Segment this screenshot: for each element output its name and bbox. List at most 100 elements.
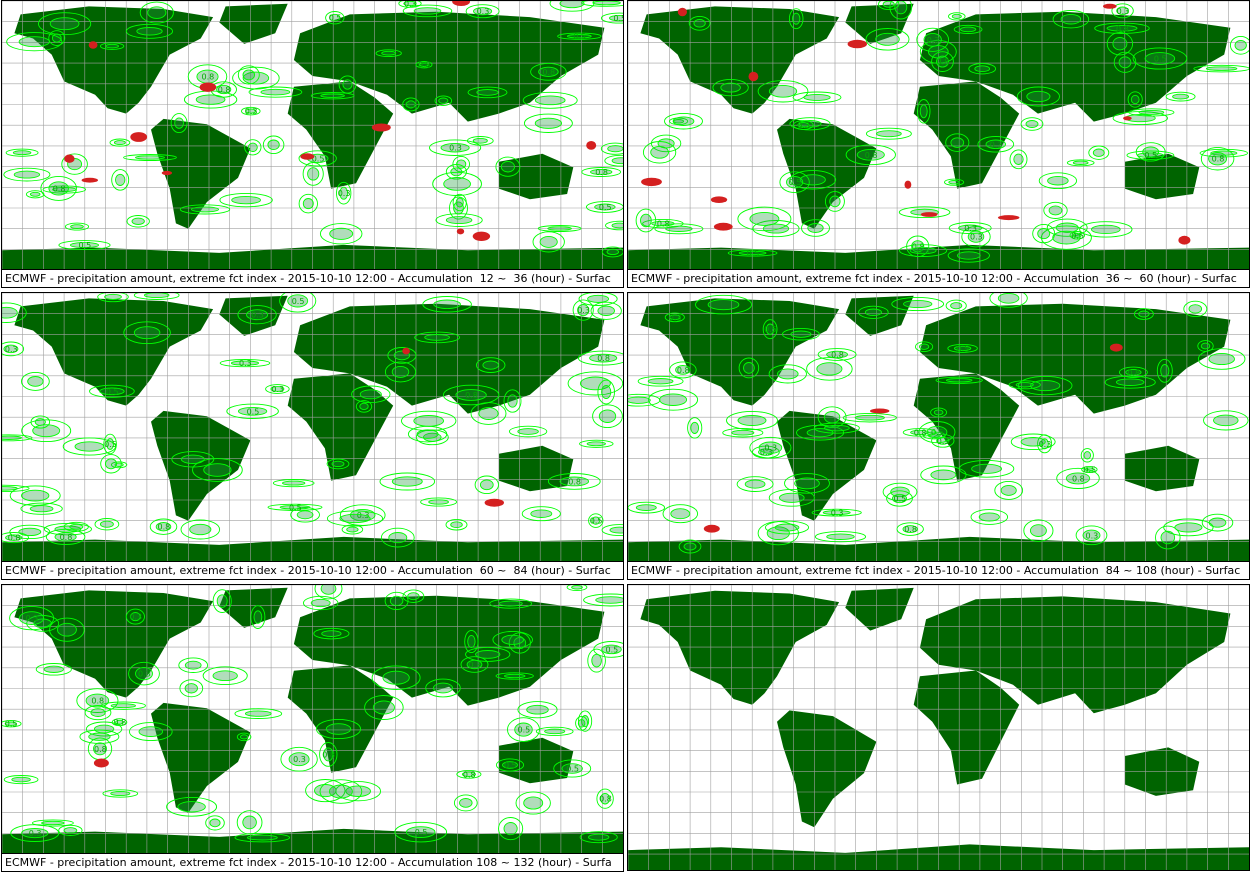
precip-contour [302, 162, 324, 186]
precip-contour [452, 193, 467, 212]
precip-contour [648, 388, 699, 411]
precip-contour [797, 122, 810, 128]
precip-contour [1047, 175, 1069, 186]
extreme-index-core [402, 347, 410, 355]
precip-contour [978, 512, 1000, 522]
precip-contour [495, 758, 525, 772]
precip-contour [581, 1, 623, 7]
precip-contour [597, 305, 615, 316]
precip-contour [184, 683, 198, 694]
contour-label: 0.8 [158, 523, 171, 532]
precip-contour [577, 350, 623, 366]
precip-contour [977, 136, 1015, 153]
landmass [151, 702, 251, 813]
precip-contour [517, 701, 558, 719]
precip-contour [476, 89, 499, 96]
precip-contour [401, 410, 457, 432]
precip-contour [601, 246, 623, 258]
precip-contour [113, 140, 126, 146]
contour-label: 0.5 [292, 297, 305, 306]
precip-contour [712, 78, 749, 97]
precip-contour [433, 682, 453, 694]
contour-label: 0.3 [251, 311, 264, 320]
precip-contour [445, 518, 468, 531]
precip-contour [20, 502, 63, 515]
precip-contour [212, 670, 238, 682]
precip-contour [1111, 3, 1134, 19]
contour-label: 0.5 [599, 203, 612, 212]
precip-contour [242, 69, 256, 81]
precip-contour [743, 362, 755, 374]
contour-label: 0.8 [94, 745, 107, 754]
extreme-index-core [641, 177, 662, 187]
precip-contour [21, 828, 49, 839]
precip-contour [387, 347, 417, 364]
precip-contour [994, 480, 1024, 500]
precip-contour [768, 84, 798, 98]
precip-contour [586, 441, 606, 447]
precip-contour [726, 410, 778, 431]
precip-contour [707, 299, 740, 311]
contour-label: 0.8 [91, 697, 104, 706]
precip-contour [503, 389, 522, 413]
precip-contour [789, 117, 831, 131]
precip-contour [1156, 358, 1173, 383]
precip-contour [131, 217, 145, 225]
contour-label: 0.3 [764, 444, 777, 453]
contour-label: 0.5 [289, 503, 302, 512]
contour-label: 0.8 [542, 68, 555, 77]
precip-contour [241, 106, 261, 116]
extreme-index-core [920, 212, 938, 217]
precip-contour [203, 463, 232, 477]
precip-contour [989, 293, 1028, 308]
precip-contour [2, 435, 22, 440]
precip-contour [236, 732, 252, 742]
precip-contour [958, 224, 983, 232]
precip-contour [817, 406, 847, 429]
precip-contour [179, 204, 231, 215]
precip-contour [598, 409, 617, 423]
landmass [913, 81, 1020, 189]
contour-label: 0.8 [912, 242, 925, 251]
precip-contour [31, 819, 74, 827]
precip-contour [21, 489, 50, 502]
precip-contour [219, 359, 271, 368]
contour-label: 0.5 [1083, 466, 1096, 475]
extreme-index-core [998, 215, 1020, 221]
precip-contour [382, 670, 410, 685]
extreme-index-core [1178, 235, 1191, 245]
precip-contour [226, 403, 279, 419]
extreme-index-core [456, 228, 465, 235]
precip-contour [9, 524, 51, 540]
precip-contour [931, 51, 954, 72]
precip-contour [910, 429, 930, 435]
precip-contour [1008, 380, 1041, 390]
precip-contour [640, 213, 652, 228]
precip-contour [1083, 451, 1092, 460]
extreme-index-core [713, 222, 733, 231]
precip-contour [1126, 150, 1175, 160]
precip-contour [875, 32, 900, 46]
precip-contour [572, 299, 594, 321]
precip-contour [1009, 149, 1028, 170]
precip-contour [1038, 172, 1078, 190]
precip-contour [678, 539, 702, 554]
precip-contour [302, 595, 339, 611]
precip-contour [136, 27, 163, 36]
precip-contour [738, 357, 760, 379]
precip-contour [1060, 13, 1082, 25]
precip-contour [778, 492, 805, 503]
precip-contour [882, 482, 918, 502]
precip-contour [933, 409, 944, 416]
precip-contour [180, 454, 205, 464]
precip-contour [500, 160, 515, 173]
precip-contour [581, 167, 622, 177]
precip-contour [792, 91, 842, 104]
precip-contour [280, 746, 318, 772]
precip-contour [5, 148, 39, 157]
precip-contour [89, 384, 135, 398]
precip-contour [782, 327, 820, 341]
precip-contour [5, 534, 23, 541]
contour-label: 0.3 [357, 511, 370, 520]
precip-contour [1118, 366, 1148, 378]
